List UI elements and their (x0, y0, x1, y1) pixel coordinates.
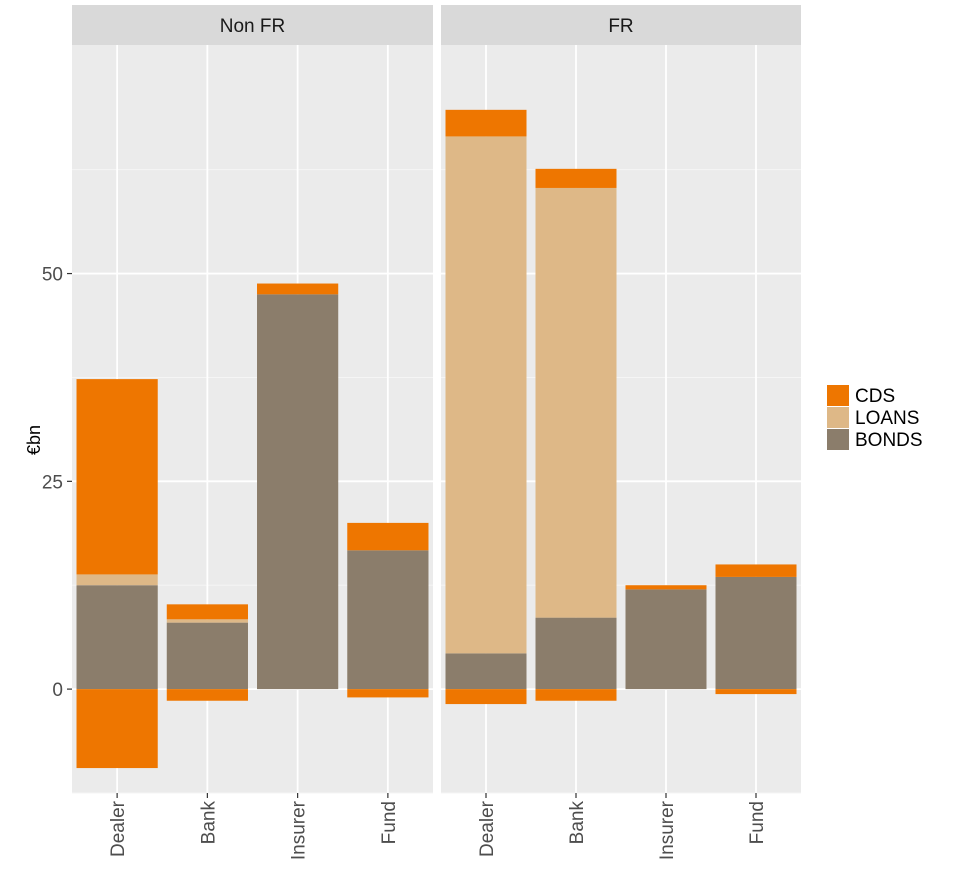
bar-bonds-insurer (257, 294, 339, 690)
bar-cds-bank (535, 168, 617, 188)
bar-cds-negative-dealer (445, 689, 527, 705)
bar-cds-negative-fund (347, 689, 429, 698)
x-tick-label-fund: Fund (747, 801, 768, 844)
x-tick-label-dealer: Dealer (477, 800, 498, 857)
panel-fr: FR (441, 5, 801, 794)
bar-bonds-fund (347, 550, 429, 690)
bar-cds-insurer (257, 283, 339, 295)
bar-bonds-insurer (625, 589, 707, 690)
y-tick-label: 0 (52, 680, 63, 701)
x-tick-label-bank: Bank (198, 801, 219, 845)
legend-key-bonds (827, 429, 849, 450)
bar-loans-dealer (445, 136, 527, 654)
y-tick-label: 25 (42, 472, 63, 493)
facet-label-fr: FR (608, 16, 633, 37)
bar-bonds-bank (535, 617, 617, 690)
bar-loans-bank (166, 619, 248, 623)
bars (445, 109, 797, 705)
legend-key-cds (827, 385, 849, 406)
facet-strip (441, 5, 801, 45)
x-tick-label-dealer: Dealer (108, 800, 129, 857)
facet-label-non-fr: Non FR (220, 16, 285, 37)
bar-bonds-fund (715, 576, 797, 690)
x-tick-label-insurer: Insurer (289, 800, 310, 860)
bar-bonds-dealer (445, 653, 527, 690)
facet-strip (72, 5, 433, 45)
bar-loans-dealer (76, 574, 158, 586)
bar-cds-negative-bank (535, 689, 617, 701)
bar-loans-bank (535, 187, 617, 618)
x-tick-label-insurer: Insurer (657, 800, 678, 860)
legend-key-loans (827, 407, 849, 428)
bar-cds-bank (166, 604, 248, 620)
y-axis: 0 25 50 (42, 265, 72, 701)
bar-cds-fund (347, 522, 429, 551)
y-axis-title: €bn (24, 425, 44, 455)
bar-bonds-dealer (76, 585, 158, 690)
bar-bonds-bank (166, 622, 248, 690)
bar-cds-insurer (625, 585, 707, 590)
bar-cds-negative-fund (715, 689, 797, 695)
bar-cds-negative-bank (166, 689, 248, 701)
legend-label-cds: CDS (855, 386, 895, 407)
x-axis: Dealer Bank Insurer Fund Dealer Bank Insurer Fu… (108, 793, 768, 860)
bar-cds-dealer (76, 379, 158, 575)
bar-cds-dealer (445, 109, 527, 137)
bar-cds-negative-dealer (76, 689, 158, 769)
bar-cds-fund (715, 564, 797, 577)
panel-non-fr: Non FR (72, 5, 433, 794)
x-tick-label-bank: Bank (567, 801, 588, 845)
legend-label-bonds: BONDS (855, 430, 923, 451)
y-tick-label: 50 (42, 265, 63, 286)
legend-label-loans: LOANS (855, 408, 919, 429)
x-tick-label-fund: Fund (379, 801, 400, 844)
bars (76, 283, 429, 769)
